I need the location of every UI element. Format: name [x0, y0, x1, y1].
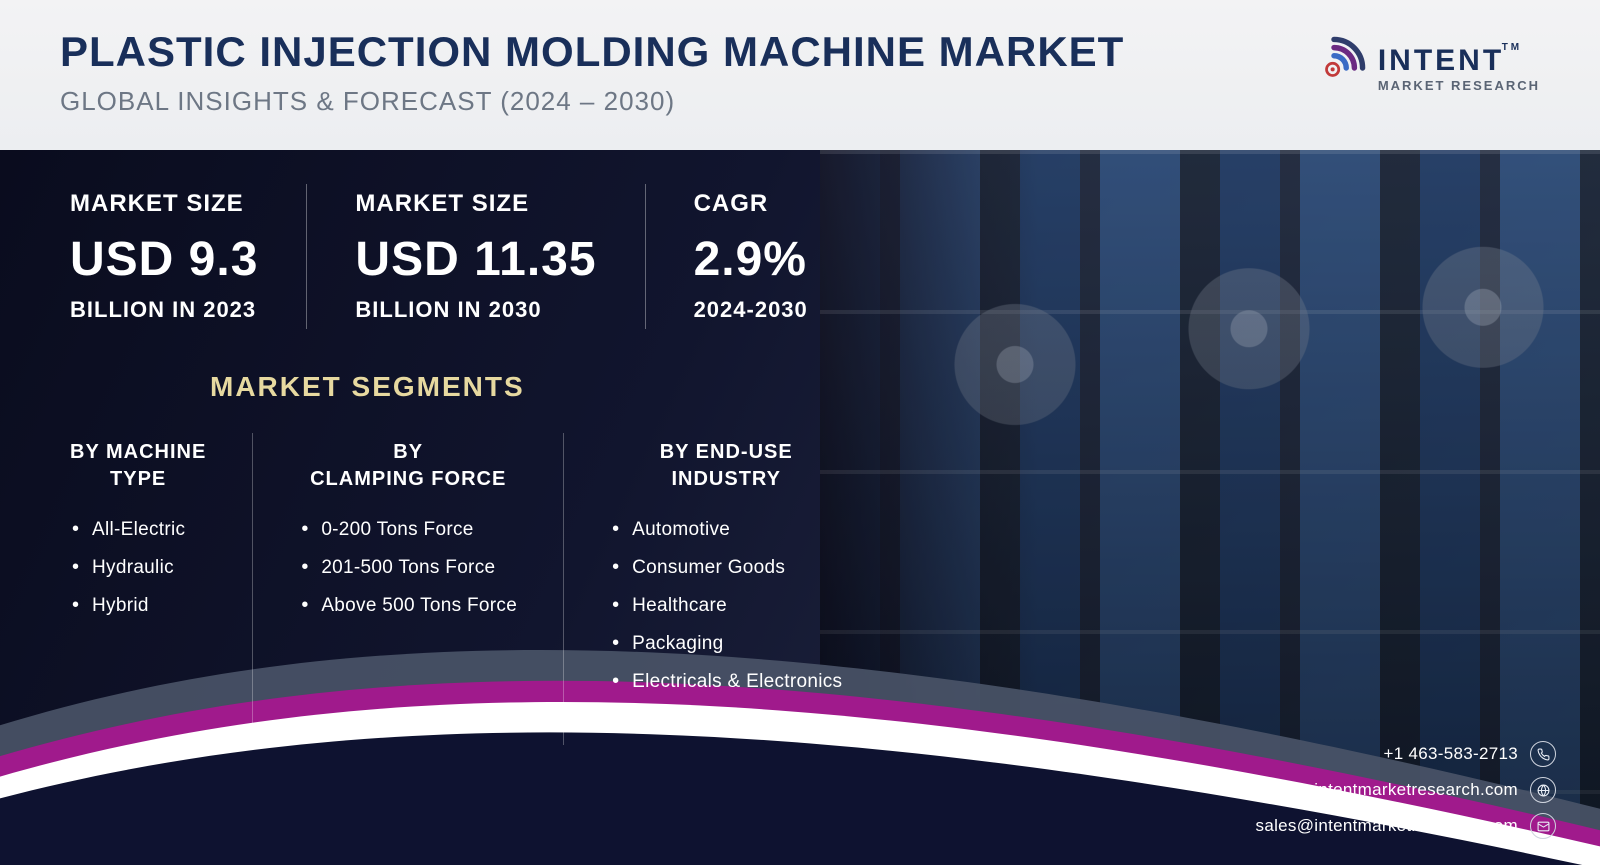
logo-text: INTENT TM MARKET RESEARCH	[1378, 44, 1540, 93]
header: PLASTIC INJECTION MOLDING MACHINE MARKET…	[0, 0, 1600, 150]
list-item: 201-500 Tons Force	[299, 549, 517, 587]
segment-title: BY CLAMPING FORCE	[299, 439, 517, 493]
list-item: Healthcare	[610, 587, 842, 625]
stat-value: 2.9%	[694, 232, 808, 287]
list-item: All-Electric	[70, 511, 206, 549]
segment-title: BY END-USE INDUSTRY	[610, 439, 842, 493]
contact-website-text: www.intentmarketresearch.com	[1272, 780, 1518, 800]
globe-icon	[1530, 777, 1556, 803]
contact-email: sales@intentmarketresearch.com	[1256, 813, 1556, 839]
contact-phone-text: +1 463-583-2713	[1384, 744, 1518, 764]
stat-market-size-2023: MARKET SIZE USD 9.3 BILLION IN 2023	[70, 184, 306, 329]
stat-sub: BILLION IN 2030	[355, 297, 596, 323]
main-panel: MARKET SIZE USD 9.3 BILLION IN 2023 MARK…	[0, 150, 1600, 865]
header-text: PLASTIC INJECTION MOLDING MACHINE MARKET…	[60, 28, 1124, 117]
logo-mark-icon	[1300, 34, 1368, 102]
segment-title: BY MACHINE TYPE	[70, 439, 206, 493]
contact-block: +1 463-583-2713 www.intentmarketresearch…	[1256, 731, 1556, 839]
list-item: Electricals & Electronics	[610, 663, 842, 701]
page-subtitle: GLOBAL INSIGHTS & FORECAST (2024 – 2030)	[60, 86, 1124, 117]
segment-list: All-Electric Hydraulic Hybrid	[70, 511, 206, 625]
brand-logo: INTENT TM MARKET RESEARCH	[1300, 34, 1540, 102]
stat-sub: BILLION IN 2023	[70, 297, 258, 323]
list-item: Packaging	[610, 625, 842, 663]
segment-clamping-force: BY CLAMPING FORCE 0-200 Tons Force 201-5…	[252, 433, 563, 745]
stat-label: MARKET SIZE	[355, 190, 596, 218]
page-title: PLASTIC INJECTION MOLDING MACHINE MARKET	[60, 28, 1124, 76]
mail-icon	[1530, 813, 1556, 839]
logo-subtext: MARKET RESEARCH	[1378, 78, 1540, 93]
segment-list: Automotive Consumer Goods Healthcare Pac…	[610, 511, 842, 739]
contact-email-text: sales@intentmarketresearch.com	[1256, 816, 1518, 836]
list-item: Consumer Goods	[610, 549, 842, 587]
stats-row: MARKET SIZE USD 9.3 BILLION IN 2023 MARK…	[0, 150, 1600, 329]
segments-heading: MARKET SEGMENTS	[210, 371, 1600, 403]
list-item: Hybrid	[70, 587, 206, 625]
logo-name: INTENT TM	[1378, 44, 1504, 78]
stat-sub: 2024-2030	[694, 297, 808, 323]
stat-cagr: CAGR 2.9% 2024-2030	[645, 184, 856, 329]
stat-label: MARKET SIZE	[70, 190, 258, 218]
logo-name-text: INTENT	[1378, 44, 1504, 77]
stat-value: USD 9.3	[70, 232, 258, 287]
stat-label: CAGR	[694, 190, 808, 218]
segments-row: BY MACHINE TYPE All-Electric Hydraulic H…	[0, 403, 1600, 745]
list-item: 0-200 Tons Force	[299, 511, 517, 549]
list-item: Hydraulic	[70, 549, 206, 587]
segment-machine-type: BY MACHINE TYPE All-Electric Hydraulic H…	[70, 433, 252, 745]
logo-tm: TM	[1502, 42, 1522, 53]
contact-phone: +1 463-583-2713	[1256, 741, 1556, 767]
phone-icon	[1530, 741, 1556, 767]
list-item: Above 500 Tons Force	[299, 587, 517, 625]
stat-market-size-2030: MARKET SIZE USD 11.35 BILLION IN 2030	[306, 184, 644, 329]
segment-end-use-industry: BY END-USE INDUSTRY Automotive Consumer …	[563, 433, 888, 745]
list-item: Others	[610, 701, 842, 739]
segment-list: 0-200 Tons Force 201-500 Tons Force Abov…	[299, 511, 517, 625]
contact-website: www.intentmarketresearch.com	[1256, 777, 1556, 803]
stat-value: USD 11.35	[355, 232, 596, 287]
list-item: Automotive	[610, 511, 842, 549]
